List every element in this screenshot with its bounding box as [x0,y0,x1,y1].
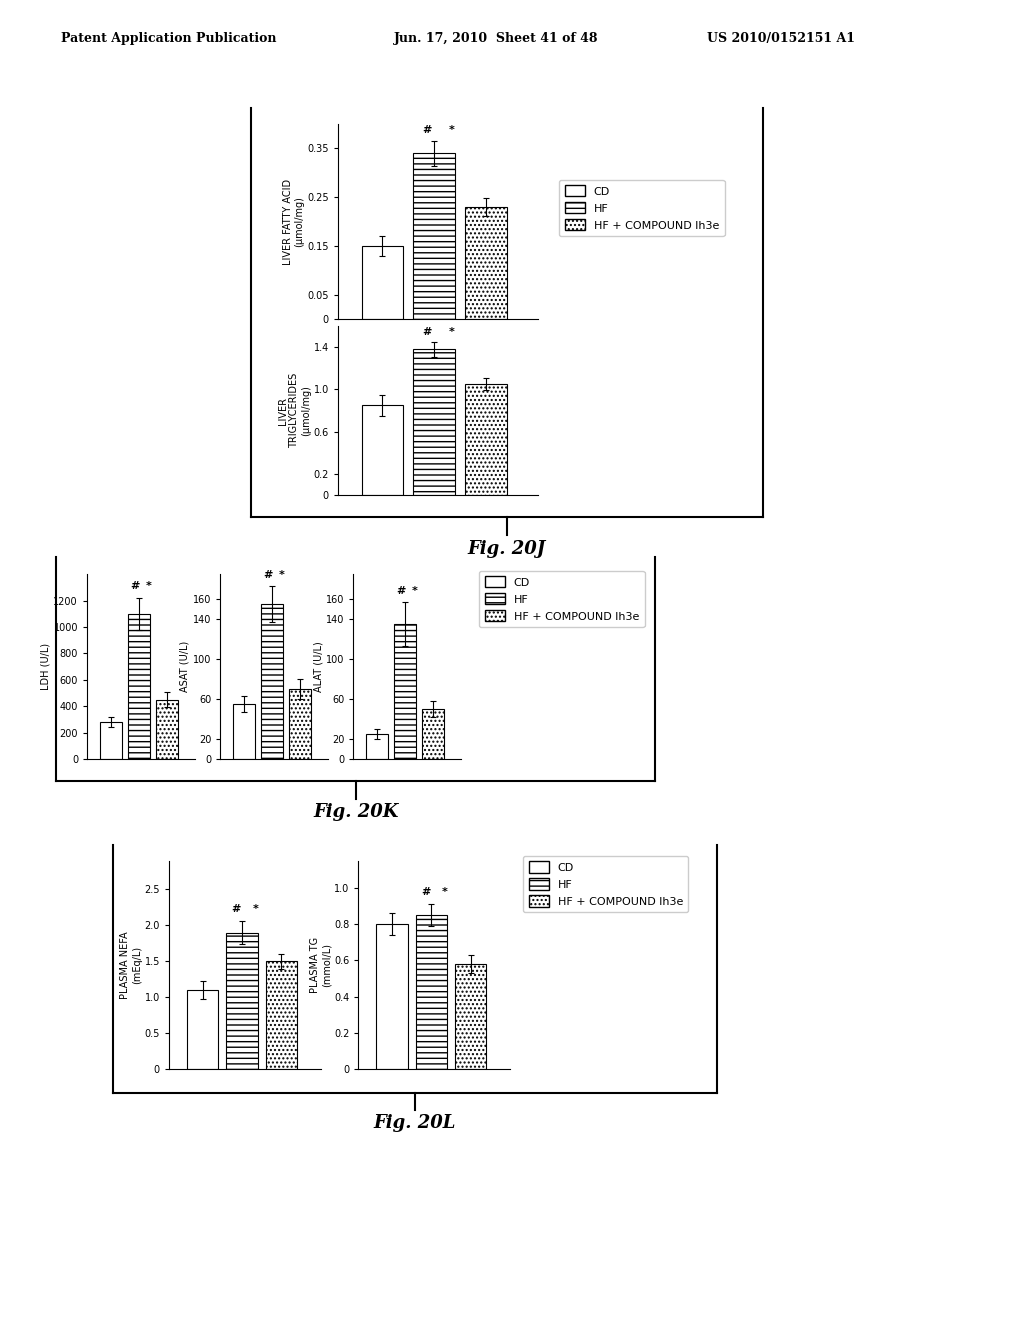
Legend: CD, HF, HF + COMPOUND lh3e: CD, HF, HF + COMPOUND lh3e [559,180,725,236]
Bar [394,624,416,759]
Bar [422,709,444,759]
Text: #: # [422,125,431,136]
Bar [361,246,403,319]
Text: #: # [422,327,431,337]
Text: #: # [130,582,139,591]
Bar [232,704,255,759]
Text: *: * [442,887,447,896]
Text: #: # [396,586,406,595]
Y-axis label: ASAT (U/L): ASAT (U/L) [180,642,190,692]
Text: Fig. 20K: Fig. 20K [313,803,399,821]
Y-axis label: LIVER FATTY ACID
(μmol/mg): LIVER FATTY ACID (μmol/mg) [283,178,304,265]
Bar [226,932,258,1069]
Bar [414,350,455,495]
Y-axis label: ALAT (U/L): ALAT (U/L) [313,642,324,692]
Bar [377,924,408,1069]
Bar [265,961,297,1069]
Text: Jun. 17, 2010  Sheet 41 of 48: Jun. 17, 2010 Sheet 41 of 48 [394,32,599,45]
Text: #: # [263,570,272,579]
Bar [465,207,507,319]
Bar [455,964,486,1069]
Text: US 2010/0152151 A1: US 2010/0152151 A1 [707,32,855,45]
Bar [128,614,150,759]
Bar [416,915,447,1069]
Text: #: # [231,904,241,913]
Bar [99,722,122,759]
Text: *: * [145,582,152,591]
Bar [414,153,455,319]
Bar [156,700,178,759]
Bar [261,605,283,759]
Bar [187,990,218,1069]
Text: *: * [279,570,285,579]
Legend: CD, HF, HF + COMPOUND lh3e: CD, HF, HF + COMPOUND lh3e [523,855,688,912]
Y-axis label: PLASMA NEFA
(mEq/L): PLASMA NEFA (mEq/L) [120,931,141,999]
Bar [361,405,403,495]
Text: Fig. 20J: Fig. 20J [468,540,546,558]
Bar [289,689,311,759]
Bar [465,384,507,495]
Y-axis label: PLASMA TG
(mmol/L): PLASMA TG (mmol/L) [309,937,331,993]
Bar [366,734,388,759]
Legend: CD, HF, HF + COMPOUND lh3e: CD, HF, HF + COMPOUND lh3e [479,570,645,627]
Text: #: # [421,887,430,896]
Text: *: * [412,586,418,595]
Text: Fig. 20L: Fig. 20L [374,1114,456,1133]
Text: *: * [253,904,258,913]
Y-axis label: LDH (U/L): LDH (U/L) [41,643,50,690]
Text: Patent Application Publication: Patent Application Publication [61,32,276,45]
Text: *: * [449,327,455,337]
Text: *: * [449,125,455,136]
Y-axis label: LIVER
TRIGLYCERIDES
(μmol/mg): LIVER TRIGLYCERIDES (μmol/mg) [278,372,310,449]
